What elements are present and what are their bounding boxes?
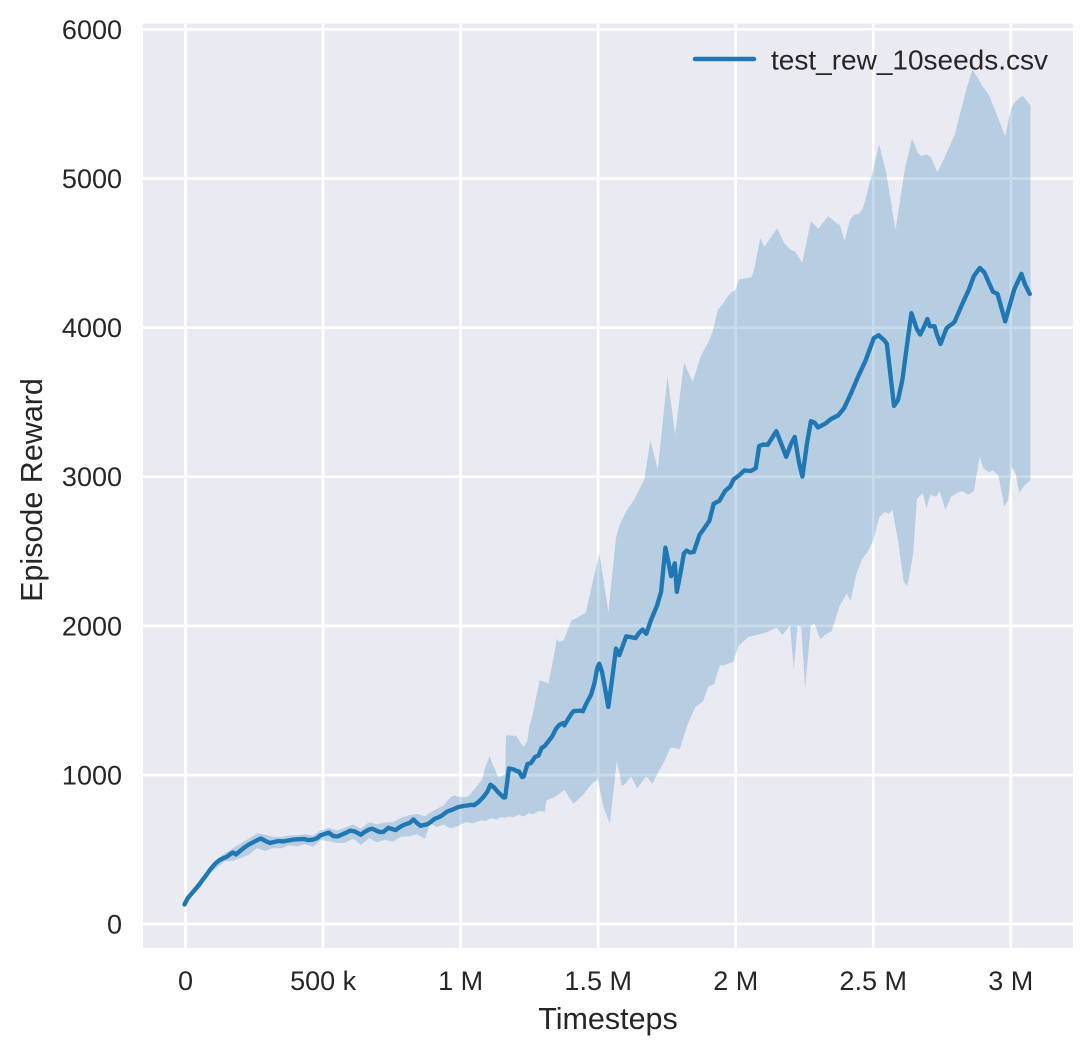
svg-text:0: 0 <box>107 910 122 940</box>
svg-text:3 M: 3 M <box>988 966 1033 996</box>
svg-text:0: 0 <box>178 966 193 996</box>
svg-text:5000: 5000 <box>62 164 122 194</box>
svg-text:2000: 2000 <box>62 611 122 641</box>
svg-text:test_rew_10seeds.csv: test_rew_10seeds.csv <box>771 45 1048 76</box>
svg-text:2.5 M: 2.5 M <box>839 966 907 996</box>
svg-text:3000: 3000 <box>62 462 122 492</box>
svg-text:6000: 6000 <box>62 15 122 45</box>
svg-text:4000: 4000 <box>62 313 122 343</box>
svg-text:Timesteps: Timesteps <box>538 1002 678 1036</box>
svg-text:2 M: 2 M <box>713 966 758 996</box>
svg-text:500 k: 500 k <box>290 966 357 996</box>
svg-text:1 M: 1 M <box>438 966 483 996</box>
svg-text:Episode Reward: Episode Reward <box>15 378 49 602</box>
svg-text:1.5 M: 1.5 M <box>564 966 632 996</box>
svg-text:1000: 1000 <box>62 761 122 791</box>
